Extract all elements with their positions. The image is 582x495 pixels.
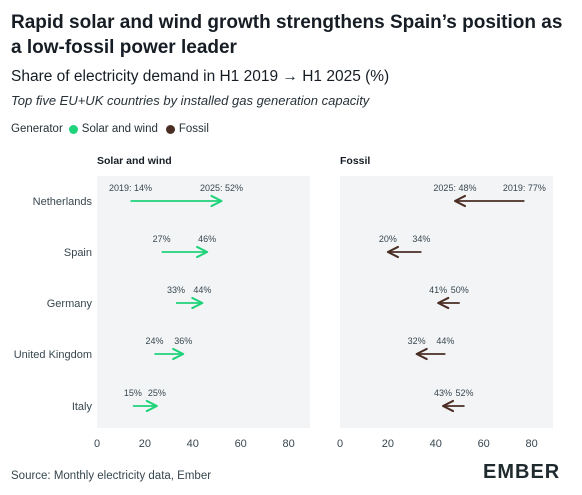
x-tick-label: 0 — [94, 438, 100, 450]
ember-logo: EMBER — [483, 461, 561, 483]
x-tick-label: 40 — [187, 438, 199, 450]
x-tick-label: 80 — [525, 438, 537, 450]
value-label: 2019: 14% — [109, 183, 152, 193]
value-label: 50% — [451, 285, 469, 295]
source-note: Source: Monthly electricity data, Ember — [11, 470, 212, 482]
value-label: 2025: 48% — [433, 183, 476, 193]
panel-title-1: Fossil — [340, 155, 370, 167]
legend-item-fossil: Fossil — [165, 123, 209, 135]
value-label: 32% — [408, 336, 426, 346]
x-tick-label: 80 — [282, 438, 294, 450]
value-label: 27% — [153, 234, 171, 244]
value-label: 41% — [429, 285, 447, 295]
value-label: 20% — [379, 234, 397, 244]
chart-note: Top five EU+UK countries by installed ga… — [11, 93, 370, 108]
value-label: 33% — [167, 285, 185, 295]
value-label: 25% — [148, 388, 166, 398]
category-label: United Kingdom — [14, 349, 92, 361]
x-tick-label: 40 — [430, 438, 442, 450]
value-label: 46% — [198, 234, 216, 244]
legend-swatch-solar-wind — [68, 124, 78, 134]
x-tick-label: 60 — [478, 438, 490, 450]
value-label: 24% — [145, 336, 163, 346]
legend-item-solar-wind: Solar and wind — [68, 123, 158, 135]
panel-background-0 — [97, 176, 310, 428]
category-label: Spain — [64, 247, 92, 259]
legend-label-solar-wind: Solar and wind — [81, 123, 158, 135]
panel-title-0: Solar and wind — [97, 155, 172, 167]
value-label: 44% — [193, 285, 211, 295]
chart-subtitle: Share of electricity demand in H1 2019 →… — [11, 68, 390, 85]
value-label: 44% — [436, 336, 454, 346]
legend-swatch-fossil — [165, 124, 175, 134]
value-label: 2019: 77% — [503, 183, 546, 193]
chart-title: Rapid solar and wind growth strengthens … — [11, 12, 563, 58]
value-label: 34% — [412, 234, 430, 244]
category-label: Germany — [47, 298, 93, 310]
value-label: 43% — [434, 388, 452, 398]
value-label: 2025: 52% — [200, 183, 243, 193]
x-tick-label: 0 — [337, 438, 343, 450]
value-label: 15% — [124, 388, 142, 398]
value-label: 36% — [174, 336, 192, 346]
x-tick-label: 20 — [139, 438, 151, 450]
value-label: 52% — [456, 388, 474, 398]
legend-label-fossil: Fossil — [178, 123, 209, 135]
category-label: Netherlands — [33, 196, 93, 208]
legend: Generator Solar and wind Fossil — [11, 123, 217, 135]
x-tick-label: 60 — [235, 438, 247, 450]
legend-title: Generator — [11, 123, 63, 135]
category-label: Italy — [72, 401, 93, 413]
x-tick-label: 20 — [382, 438, 394, 450]
